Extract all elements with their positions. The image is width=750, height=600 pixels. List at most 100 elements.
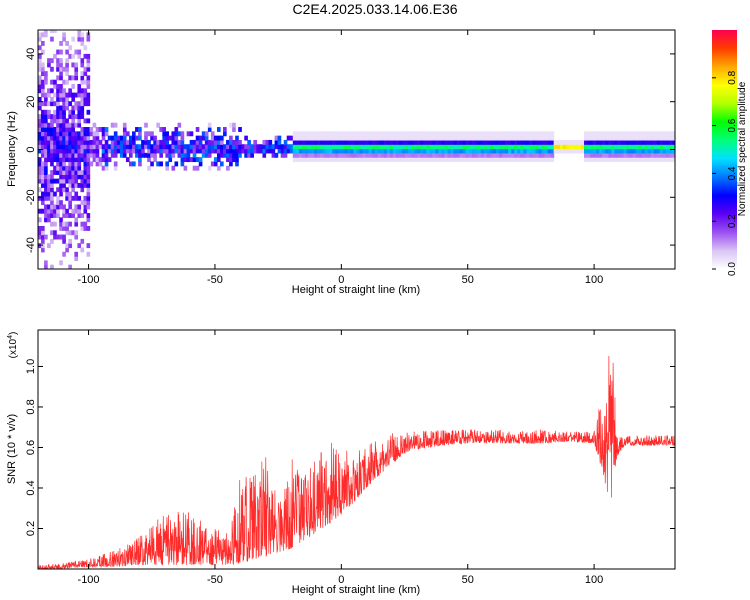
spectrogram-cell — [368, 139, 373, 145]
spectrogram-cell — [314, 135, 318, 141]
spectrogram-cell — [68, 53, 72, 59]
spectrogram-cell — [587, 135, 591, 141]
spectrogram-cell — [62, 118, 66, 124]
spectrogram-cell — [511, 157, 515, 163]
spectrogram-cell — [226, 144, 230, 150]
spectrogram-cell — [520, 152, 524, 158]
spectrogram-cell — [244, 152, 248, 158]
spectrogram-cell — [235, 152, 239, 158]
spectrogram-cell — [395, 135, 400, 141]
spectrogram-cell — [480, 157, 485, 163]
snr-series-line — [38, 355, 675, 569]
spectrogram-cell — [138, 157, 142, 163]
spectrogram-cell — [386, 148, 391, 154]
spectrogram-cell — [380, 131, 385, 137]
spectrogram-cell — [56, 75, 60, 81]
spectrogram-cell — [92, 152, 97, 158]
spectrogram-cell — [65, 174, 69, 180]
spectrogram-cell — [41, 165, 45, 171]
spectrogram-cell — [192, 139, 197, 145]
spectrogram-cell — [235, 135, 239, 141]
spectrogram-cell — [116, 139, 121, 145]
spectrogram-cell — [168, 152, 173, 158]
spectrogram-cell — [496, 131, 500, 137]
spectrogram-cell — [477, 139, 482, 145]
spectrogram-cell — [210, 144, 215, 150]
spectrogram-cell — [80, 178, 85, 184]
spectrogram-cell — [599, 135, 603, 141]
spectrogram-cell — [83, 139, 88, 145]
spectrogram-cell — [220, 148, 224, 154]
spectrogram-cell — [611, 139, 615, 145]
spectrogram-cell — [520, 135, 524, 141]
spectrogram-cell — [320, 131, 324, 137]
spectrogram-cell — [65, 122, 69, 128]
spectrogram-cell — [644, 144, 649, 150]
spectrogram-cell — [514, 148, 518, 154]
x-tick-label: 100 — [585, 274, 603, 286]
spectrogram-cell — [68, 101, 72, 107]
spectrogram-cell — [59, 191, 63, 197]
spectrogram-cell — [38, 230, 42, 236]
spectrogram-cell — [80, 152, 85, 158]
spectrogram-cell — [502, 139, 506, 145]
spectrogram-cell — [192, 152, 197, 158]
spectrogram-cell — [56, 118, 60, 124]
y-tick-label: 0.6 — [25, 440, 37, 455]
spectrogram-cell — [280, 148, 285, 154]
spectrogram-cell — [41, 200, 45, 206]
spectrogram-cell — [207, 165, 212, 171]
spectrogram-cell — [599, 152, 603, 158]
spectrogram-cell — [650, 139, 655, 145]
spectrogram-cell — [177, 139, 182, 145]
spectrogram-cell — [71, 178, 75, 184]
spectrogram-cell — [629, 152, 634, 158]
spectrogram-cell — [468, 139, 473, 145]
spectrogram-cell — [80, 58, 85, 64]
spectrogram-cell — [80, 139, 85, 145]
spectrogram-cell — [499, 148, 503, 154]
spectrogram-cell — [62, 88, 66, 94]
spectrogram-cell — [541, 157, 546, 163]
spectrogram-cell — [216, 127, 221, 132]
spectrogram-cell — [614, 135, 618, 141]
spectrogram-cell — [83, 127, 88, 132]
spectrogram-cell — [468, 157, 473, 163]
spectrogram-cell — [392, 152, 397, 158]
spectrogram-cell — [274, 135, 279, 141]
spectrogram-cell — [605, 135, 609, 141]
spectrogram-cell — [68, 45, 72, 51]
spectrogram-cell — [493, 144, 497, 150]
spectrogram-cell — [80, 182, 85, 188]
spectrogram-cell — [353, 152, 358, 158]
spectrogram-cell — [483, 144, 488, 150]
spectrogram-cell — [662, 131, 667, 137]
spectrogram-cell — [568, 139, 573, 145]
spectrogram-cell — [301, 139, 306, 145]
spectrogram-cell — [571, 139, 576, 145]
spectrogram-cell — [395, 139, 400, 145]
spectrogram-cell — [86, 84, 91, 89]
spectrogram-cell — [44, 30, 48, 33]
spectrogram-cell — [171, 152, 176, 158]
spectrogram-cell — [638, 157, 643, 163]
spectrogram-cell — [41, 208, 45, 214]
spectrogram-cell — [80, 40, 85, 46]
spectrogram-cell — [511, 131, 515, 137]
spectrogram-cell — [526, 144, 530, 150]
spectrogram-cell — [86, 101, 91, 107]
spectrogram-cell — [71, 148, 75, 154]
spectrogram-cell — [144, 139, 148, 145]
spectrogram-cell — [599, 157, 603, 163]
spectrogram-cell — [77, 105, 82, 111]
spectrogram-cell — [86, 131, 91, 137]
spectrogram-cell — [168, 135, 173, 141]
spectrogram-cell — [659, 148, 664, 154]
spectrogram-cell — [74, 161, 79, 167]
spectrogram-cell — [65, 178, 69, 184]
spectrogram-cell — [44, 101, 48, 107]
spectrogram-cell — [638, 144, 643, 150]
spectrogram-cell — [113, 161, 118, 167]
spectrogram-cell — [353, 139, 358, 145]
spectrogram-cell — [408, 131, 412, 137]
